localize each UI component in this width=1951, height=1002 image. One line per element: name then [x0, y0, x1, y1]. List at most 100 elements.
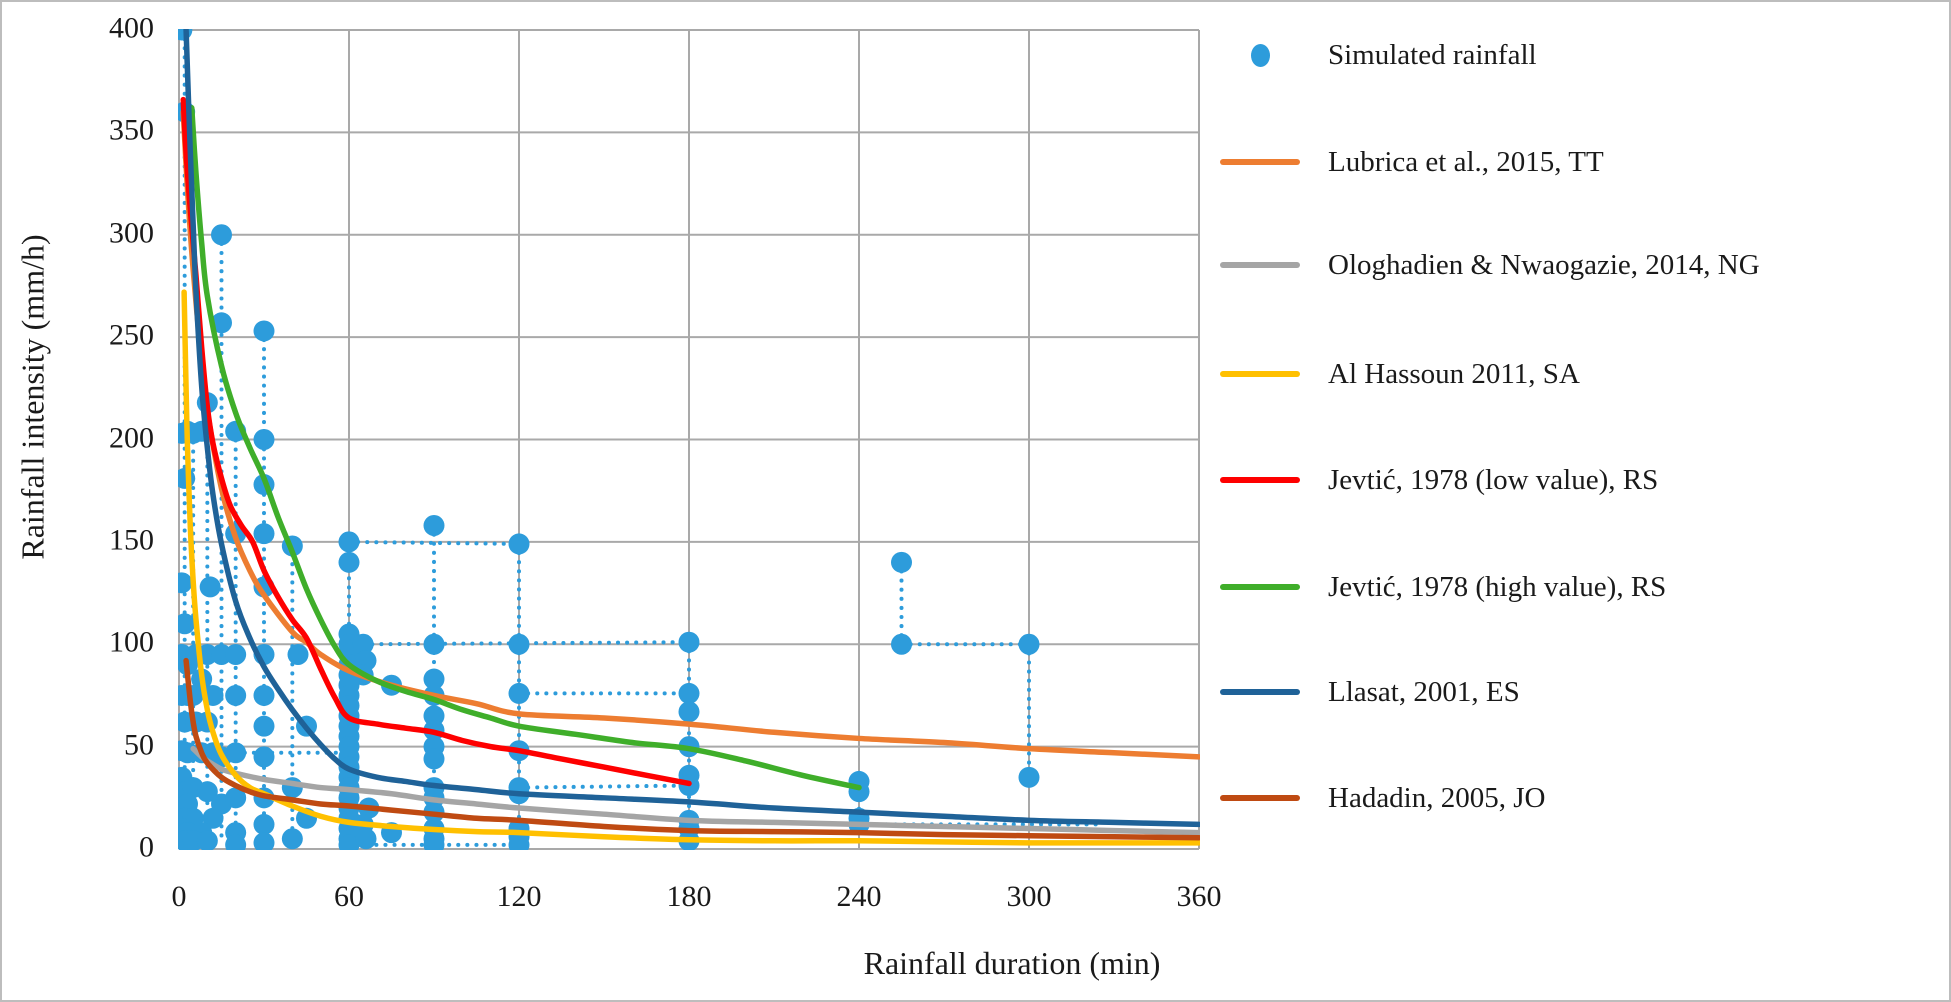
scatter-point [678, 682, 700, 704]
dotted-connector [517, 783, 691, 790]
scatter-point [338, 551, 360, 573]
legend-item-label: Al Hassoun 2011, SA [1328, 357, 1580, 390]
x-tick-label: 360 [1176, 880, 1222, 913]
x-tick-label: 120 [496, 880, 542, 913]
scatter-point [178, 572, 193, 594]
scatter-point [196, 781, 218, 803]
scatter-point [211, 312, 232, 334]
x-tick-label: 240 [836, 880, 882, 913]
scatter-point [225, 834, 247, 850]
idf-curves [180, 29, 1200, 846]
scatter-point [1018, 766, 1040, 788]
legend-line-swatch [1220, 262, 1300, 268]
x-tick-label: 300 [1006, 880, 1052, 913]
legend-line-swatch [1220, 689, 1300, 695]
scatter-point [355, 828, 377, 850]
y-tick-label: 100 [109, 625, 154, 659]
scatter-simulated-rainfall [178, 29, 1040, 850]
scatter-point [338, 834, 360, 850]
y-tick-label: 300 [109, 216, 154, 250]
scatter-point [202, 807, 224, 829]
legend-line-swatch [1220, 795, 1300, 801]
scatter-point [423, 633, 445, 655]
scatter-point [225, 684, 247, 706]
legend-line-swatch [1220, 477, 1300, 483]
scatter-point [253, 813, 275, 835]
scatter-point [178, 613, 196, 635]
legend-item-label: Llasat, 2001, ES [1328, 675, 1520, 708]
legend-line-swatch [1220, 371, 1300, 377]
scatter-point [211, 224, 232, 246]
legend-item-label: Lubrica et al., 2015, TT [1328, 145, 1604, 178]
legend-item-label: Hadadin, 2005, JO [1328, 781, 1546, 814]
scatter-point [253, 429, 275, 450]
legend-item: Llasat, 2001, ES [1220, 672, 1520, 712]
curve-lubrica-et-al-2015-tt [180, 109, 1200, 760]
scatter-point [891, 633, 912, 655]
curve-llasat-2001-es [183, 29, 1200, 828]
scatter-point [338, 531, 360, 553]
y-tick-label: 400 [109, 11, 154, 45]
scatter-point [423, 514, 445, 536]
y-tick-label: 350 [109, 114, 154, 148]
legend-marker-wrap [1220, 43, 1300, 67]
scatter-point [253, 523, 275, 545]
scatter-point [253, 684, 275, 706]
scatter-point [253, 320, 275, 342]
y-tick-label: 150 [109, 523, 154, 557]
legend-item-label: Jevtić, 1978 (high value), RS [1328, 570, 1667, 603]
legend-item: Lubrica et al., 2015, TT [1220, 142, 1604, 182]
scatter-point [281, 828, 303, 850]
scatter-point [196, 830, 218, 850]
scatter-point [178, 467, 196, 489]
legend-item: Hadadin, 2005, JO [1220, 778, 1545, 818]
scatter-point [508, 533, 530, 555]
legend-item: Jevtić, 1978 (low value), RS [1220, 460, 1658, 500]
legend-item-label: Simulated rainfall [1328, 38, 1537, 71]
curve-jevti-1978-high-value-rs [189, 105, 862, 791]
y-tick-label: 50 [124, 728, 154, 762]
scatter-point [508, 682, 530, 704]
curve-al-hassoun-2011-sa [181, 289, 1200, 846]
y-axis-title: Rainfall intensity (mm/h) [14, 234, 51, 560]
scatter-point [1018, 633, 1040, 655]
scatter-point [178, 29, 193, 41]
curve-jevti-1978-low-value-rs [180, 96, 692, 787]
scatter-point [423, 834, 445, 850]
y-tick-label: 0 [139, 830, 154, 864]
scatter-point [225, 742, 247, 764]
x-tick-label: 0 [171, 880, 187, 913]
legend-item-label: Ologhadien & Nwaogazie, 2014, NG [1328, 248, 1760, 281]
dotted-connector [347, 539, 521, 546]
scatter-point [423, 668, 445, 690]
legend-line-swatch [1220, 584, 1300, 590]
legend-line-swatch [1220, 159, 1300, 165]
legend-item-label: Jevtić, 1978 (low value), RS [1328, 463, 1659, 496]
scatter-point [678, 631, 700, 653]
legend-item: Al Hassoun 2011, SA [1220, 354, 1580, 394]
scatter-point [678, 701, 700, 723]
scatter-point [253, 715, 275, 737]
scatter-point [199, 576, 221, 598]
scatter-point [225, 787, 247, 809]
x-tick-label: 180 [666, 880, 712, 913]
legend-item: Jevtić, 1978 (high value), RS [1220, 567, 1666, 607]
legend-item: Ologhadien & Nwaogazie, 2014, NG [1220, 245, 1760, 285]
x-tick-label: 60 [334, 880, 364, 913]
scatter-point [253, 746, 275, 768]
scatter-point [508, 834, 530, 850]
x-axis-title: Rainfall duration (min) [863, 945, 1161, 981]
scatter-point [253, 832, 275, 850]
scatter-point [225, 643, 247, 665]
curve-hadadin-2005-jo [183, 657, 1200, 841]
scatter-point [287, 643, 309, 665]
legend-item: Simulated rainfall [1220, 35, 1537, 75]
scatter-marker-icon [1250, 43, 1270, 67]
scatter-point [423, 748, 445, 770]
scatter-point [891, 551, 912, 573]
scatter-point [508, 633, 530, 655]
y-tick-label: 200 [109, 421, 154, 455]
y-tick-label: 250 [109, 318, 154, 352]
